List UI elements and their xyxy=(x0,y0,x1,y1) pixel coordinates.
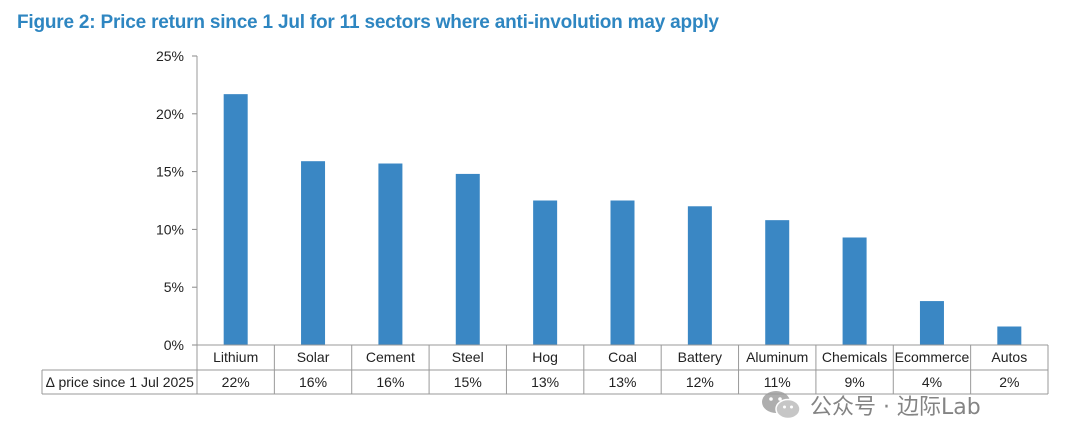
table-cell-value: 11% xyxy=(764,374,791,390)
bar-cement xyxy=(378,163,403,345)
y-tick-label: 10% xyxy=(156,221,184,237)
bar-aluminum xyxy=(765,220,790,345)
table-cell-value: 9% xyxy=(844,374,864,390)
bar-lithium xyxy=(223,94,248,345)
category-label: Lithium xyxy=(213,349,258,365)
category-label: Chemicals xyxy=(822,349,887,365)
y-tick-label: 5% xyxy=(164,279,184,295)
table-cell-value: 2% xyxy=(999,374,1019,390)
y-tick-label: 25% xyxy=(156,48,184,64)
y-tick-label: 15% xyxy=(156,164,184,180)
category-label: Coal xyxy=(608,349,637,365)
bar-steel xyxy=(455,173,480,345)
bar-coal xyxy=(610,200,635,345)
wechat-icon xyxy=(762,391,801,420)
category-label: Steel xyxy=(452,349,484,365)
category-label: Aluminum xyxy=(746,349,808,365)
watermark: 公众号 · 边际Lab xyxy=(760,385,1060,425)
table-row-label: ∆ price since 1 Jul 2025 xyxy=(46,374,194,390)
bar-chemicals xyxy=(842,237,867,345)
figure-title: Figure 2: Price return since 1 Jul for 1… xyxy=(17,12,719,33)
bar-autos xyxy=(997,326,1022,345)
bar-ecommerce xyxy=(919,301,944,345)
table-cell-value: 22% xyxy=(222,374,250,390)
table-cell-value: 12% xyxy=(686,374,714,390)
table-cell-value: 4% xyxy=(922,374,942,390)
table-cell-value: 13% xyxy=(608,374,636,390)
table-cell-value: 15% xyxy=(454,374,482,390)
category-label: Cement xyxy=(366,349,415,365)
y-tick-label: 0% xyxy=(164,337,184,353)
category-label: Solar xyxy=(297,349,330,365)
bar-battery xyxy=(687,206,712,345)
table-cell-value: 16% xyxy=(299,374,327,390)
category-label: Autos xyxy=(991,349,1027,365)
table-cell-value: 13% xyxy=(531,374,559,390)
category-label: Battery xyxy=(678,349,722,365)
bar-hog xyxy=(533,200,558,345)
y-tick-label: 20% xyxy=(156,106,184,122)
table-cell-value: 16% xyxy=(376,374,404,390)
bar-solar xyxy=(301,161,326,345)
watermark-text: 公众号 · 边际Lab xyxy=(810,395,981,420)
category-label: Hog xyxy=(532,349,558,365)
category-label: Ecommerce xyxy=(895,349,970,365)
